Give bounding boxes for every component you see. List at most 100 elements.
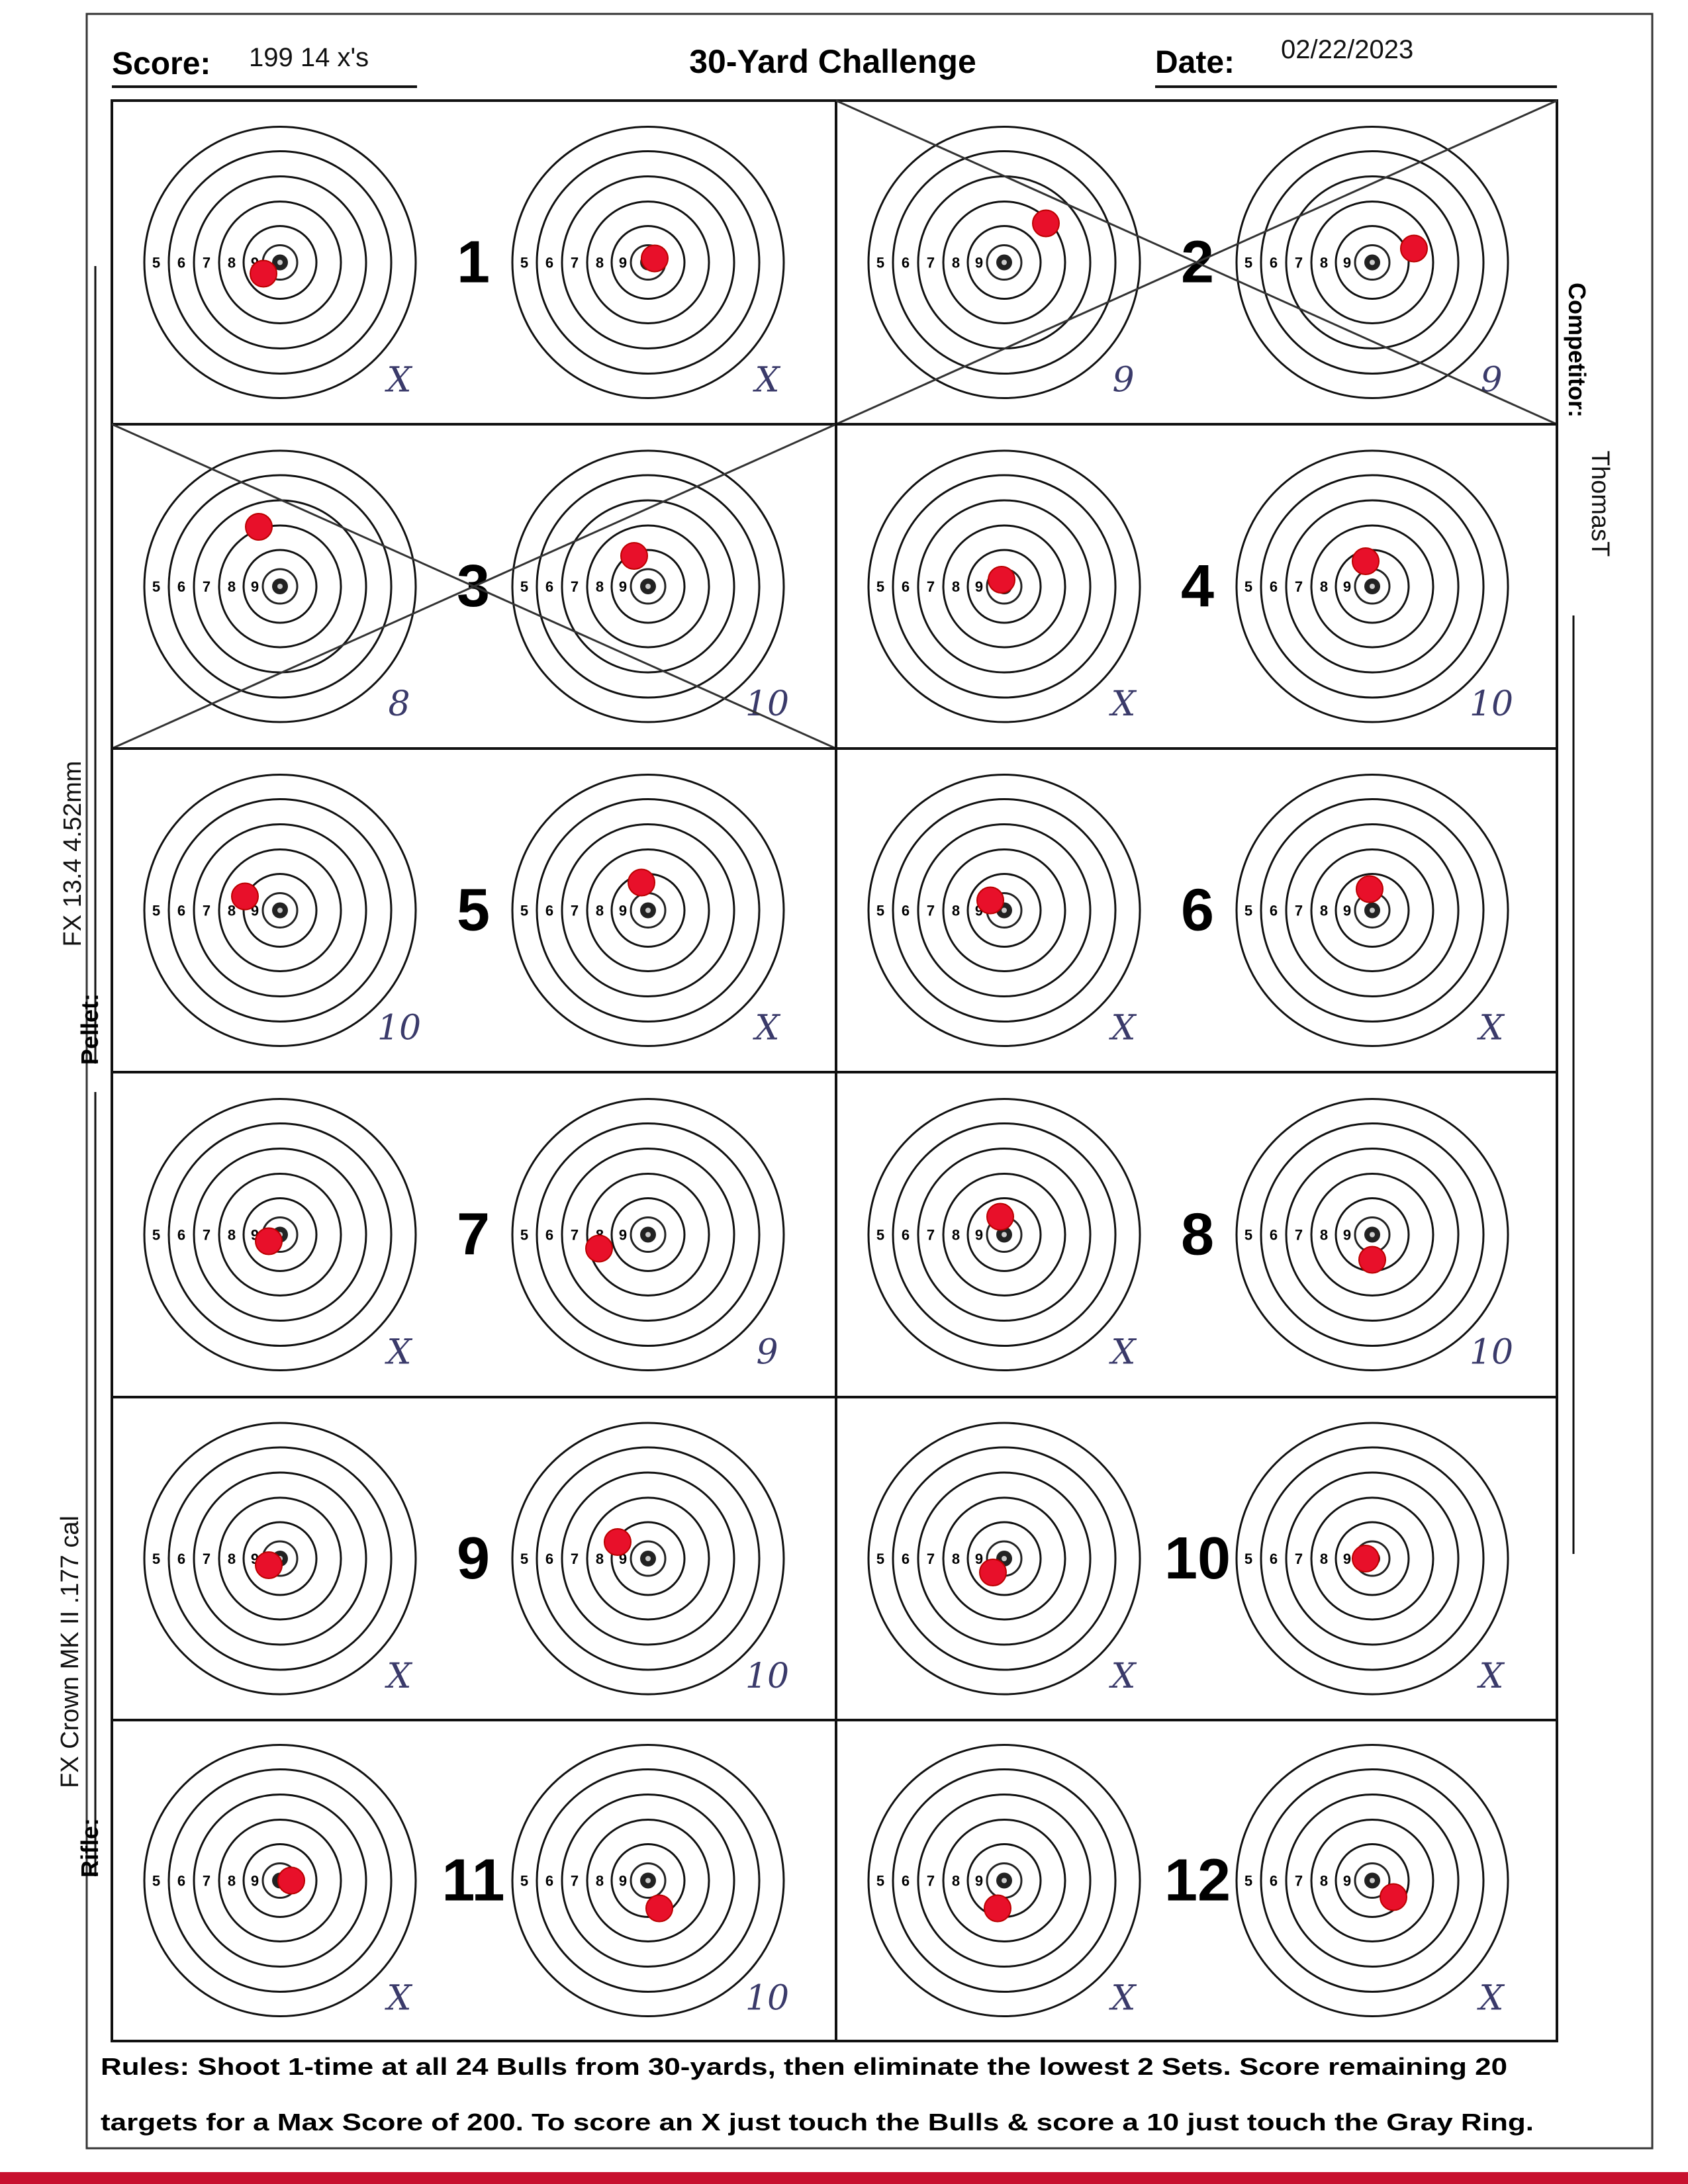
bull-center xyxy=(1370,1232,1375,1238)
competitor-label: Competitor: xyxy=(1564,283,1591,418)
ring-label: 8 xyxy=(952,1873,960,1889)
ring-label: 6 xyxy=(902,1873,910,1889)
ring xyxy=(536,1122,761,1347)
ring-label: 7 xyxy=(571,1227,579,1244)
ring xyxy=(586,201,710,324)
ring xyxy=(966,549,1042,624)
ring-label: 5 xyxy=(520,255,528,271)
ring-label: 6 xyxy=(545,1551,553,1567)
ring-label: 9 xyxy=(251,1873,259,1889)
rules-line: targets for a Max Score of 200. To score… xyxy=(101,2109,1534,2136)
set-number: 7 xyxy=(457,1202,490,1268)
ring-label: 5 xyxy=(876,578,884,595)
ring-label: 8 xyxy=(228,1227,236,1244)
shot-hole xyxy=(1400,234,1428,263)
ring xyxy=(242,1843,318,1918)
handwritten-score: 9 xyxy=(1480,361,1502,400)
ring xyxy=(193,175,367,349)
ring-label: 7 xyxy=(203,1227,211,1244)
ring-label: 8 xyxy=(952,903,960,919)
shot-hole xyxy=(988,566,1015,594)
ring xyxy=(511,126,785,399)
ring xyxy=(867,1422,1141,1696)
ring xyxy=(167,474,393,699)
ring xyxy=(1335,225,1410,300)
ring-label: 7 xyxy=(571,903,579,919)
ring xyxy=(218,524,342,649)
ring xyxy=(1235,126,1509,399)
ring xyxy=(511,449,785,723)
ring-label: 5 xyxy=(152,1873,160,1889)
set-number: 5 xyxy=(457,878,490,944)
ring xyxy=(1260,1446,1485,1671)
ring xyxy=(1310,1173,1434,1297)
handwritten-score: X xyxy=(1108,1979,1137,2019)
ring-label: 9 xyxy=(619,1873,627,1889)
ring-label: 5 xyxy=(152,578,160,595)
ring xyxy=(1260,150,1485,375)
ring-label: 6 xyxy=(545,1227,553,1244)
shot-hole xyxy=(628,868,655,897)
ring-label: 7 xyxy=(1295,1551,1303,1567)
bull-center xyxy=(1370,584,1375,589)
handwritten-score: X xyxy=(384,1657,412,1696)
ring xyxy=(242,1521,318,1596)
ring-label: 6 xyxy=(177,903,185,919)
ring xyxy=(242,225,318,300)
ring-label: 8 xyxy=(1320,903,1328,919)
elimination-cross xyxy=(111,423,837,750)
shot-hole xyxy=(231,882,259,911)
ring-label: 6 xyxy=(1270,255,1278,271)
ring-label: 5 xyxy=(876,1227,884,1244)
ring xyxy=(892,1446,1117,1671)
set-number: 4 xyxy=(1181,553,1214,619)
handwritten-score: X xyxy=(1476,1009,1505,1048)
ring xyxy=(536,1768,761,1993)
shot-hole xyxy=(641,244,669,273)
bull-center xyxy=(1370,259,1375,265)
ring xyxy=(193,1471,367,1646)
set-cell xyxy=(835,1719,1558,2042)
shot-hole xyxy=(1352,1545,1380,1572)
ring xyxy=(586,848,710,972)
shot-hole xyxy=(255,1551,283,1579)
ring xyxy=(143,126,417,399)
ring xyxy=(1285,1794,1460,1968)
ring-label: 6 xyxy=(545,1873,553,1889)
ring-label: 7 xyxy=(927,1227,935,1244)
set-number: 8 xyxy=(1181,1202,1214,1268)
ring-label: 5 xyxy=(876,1551,884,1567)
ring xyxy=(610,1521,686,1596)
ring xyxy=(1310,524,1434,649)
ring-label: 5 xyxy=(152,1551,160,1567)
ring xyxy=(218,1173,342,1297)
ring-label: 9 xyxy=(619,255,627,271)
set-number: 12 xyxy=(1164,1848,1231,1914)
ring-label: 8 xyxy=(228,255,236,271)
bull-center xyxy=(1002,907,1007,913)
bull-center xyxy=(1370,1878,1375,1884)
ring-label: 5 xyxy=(1244,1227,1252,1244)
shot-hole xyxy=(245,513,273,541)
ring xyxy=(892,150,1117,375)
handwritten-score: X xyxy=(1108,1333,1137,1373)
ring-label: 8 xyxy=(596,1551,604,1567)
ring xyxy=(167,150,393,375)
ring-label: 6 xyxy=(1270,578,1278,595)
ring-label: 6 xyxy=(177,255,185,271)
ring-label: 8 xyxy=(1320,1873,1328,1889)
ring-label: 5 xyxy=(1244,255,1252,271)
ring xyxy=(942,1173,1066,1297)
rifle-value: FX Crown MK II .177 cal xyxy=(56,1516,84,1788)
ring xyxy=(1235,1098,1509,1371)
ring xyxy=(892,1122,1117,1347)
title: 30-Yard Challenge xyxy=(689,43,976,80)
shot-hole xyxy=(1358,1246,1386,1274)
handwritten-score: 10 xyxy=(745,1657,789,1696)
ring-label: 5 xyxy=(152,255,160,271)
handwritten-score: 9 xyxy=(1112,361,1134,400)
bottom-stripe xyxy=(0,2172,1688,2184)
ring xyxy=(917,823,1092,997)
ring xyxy=(218,1819,342,1942)
ring xyxy=(218,201,342,324)
